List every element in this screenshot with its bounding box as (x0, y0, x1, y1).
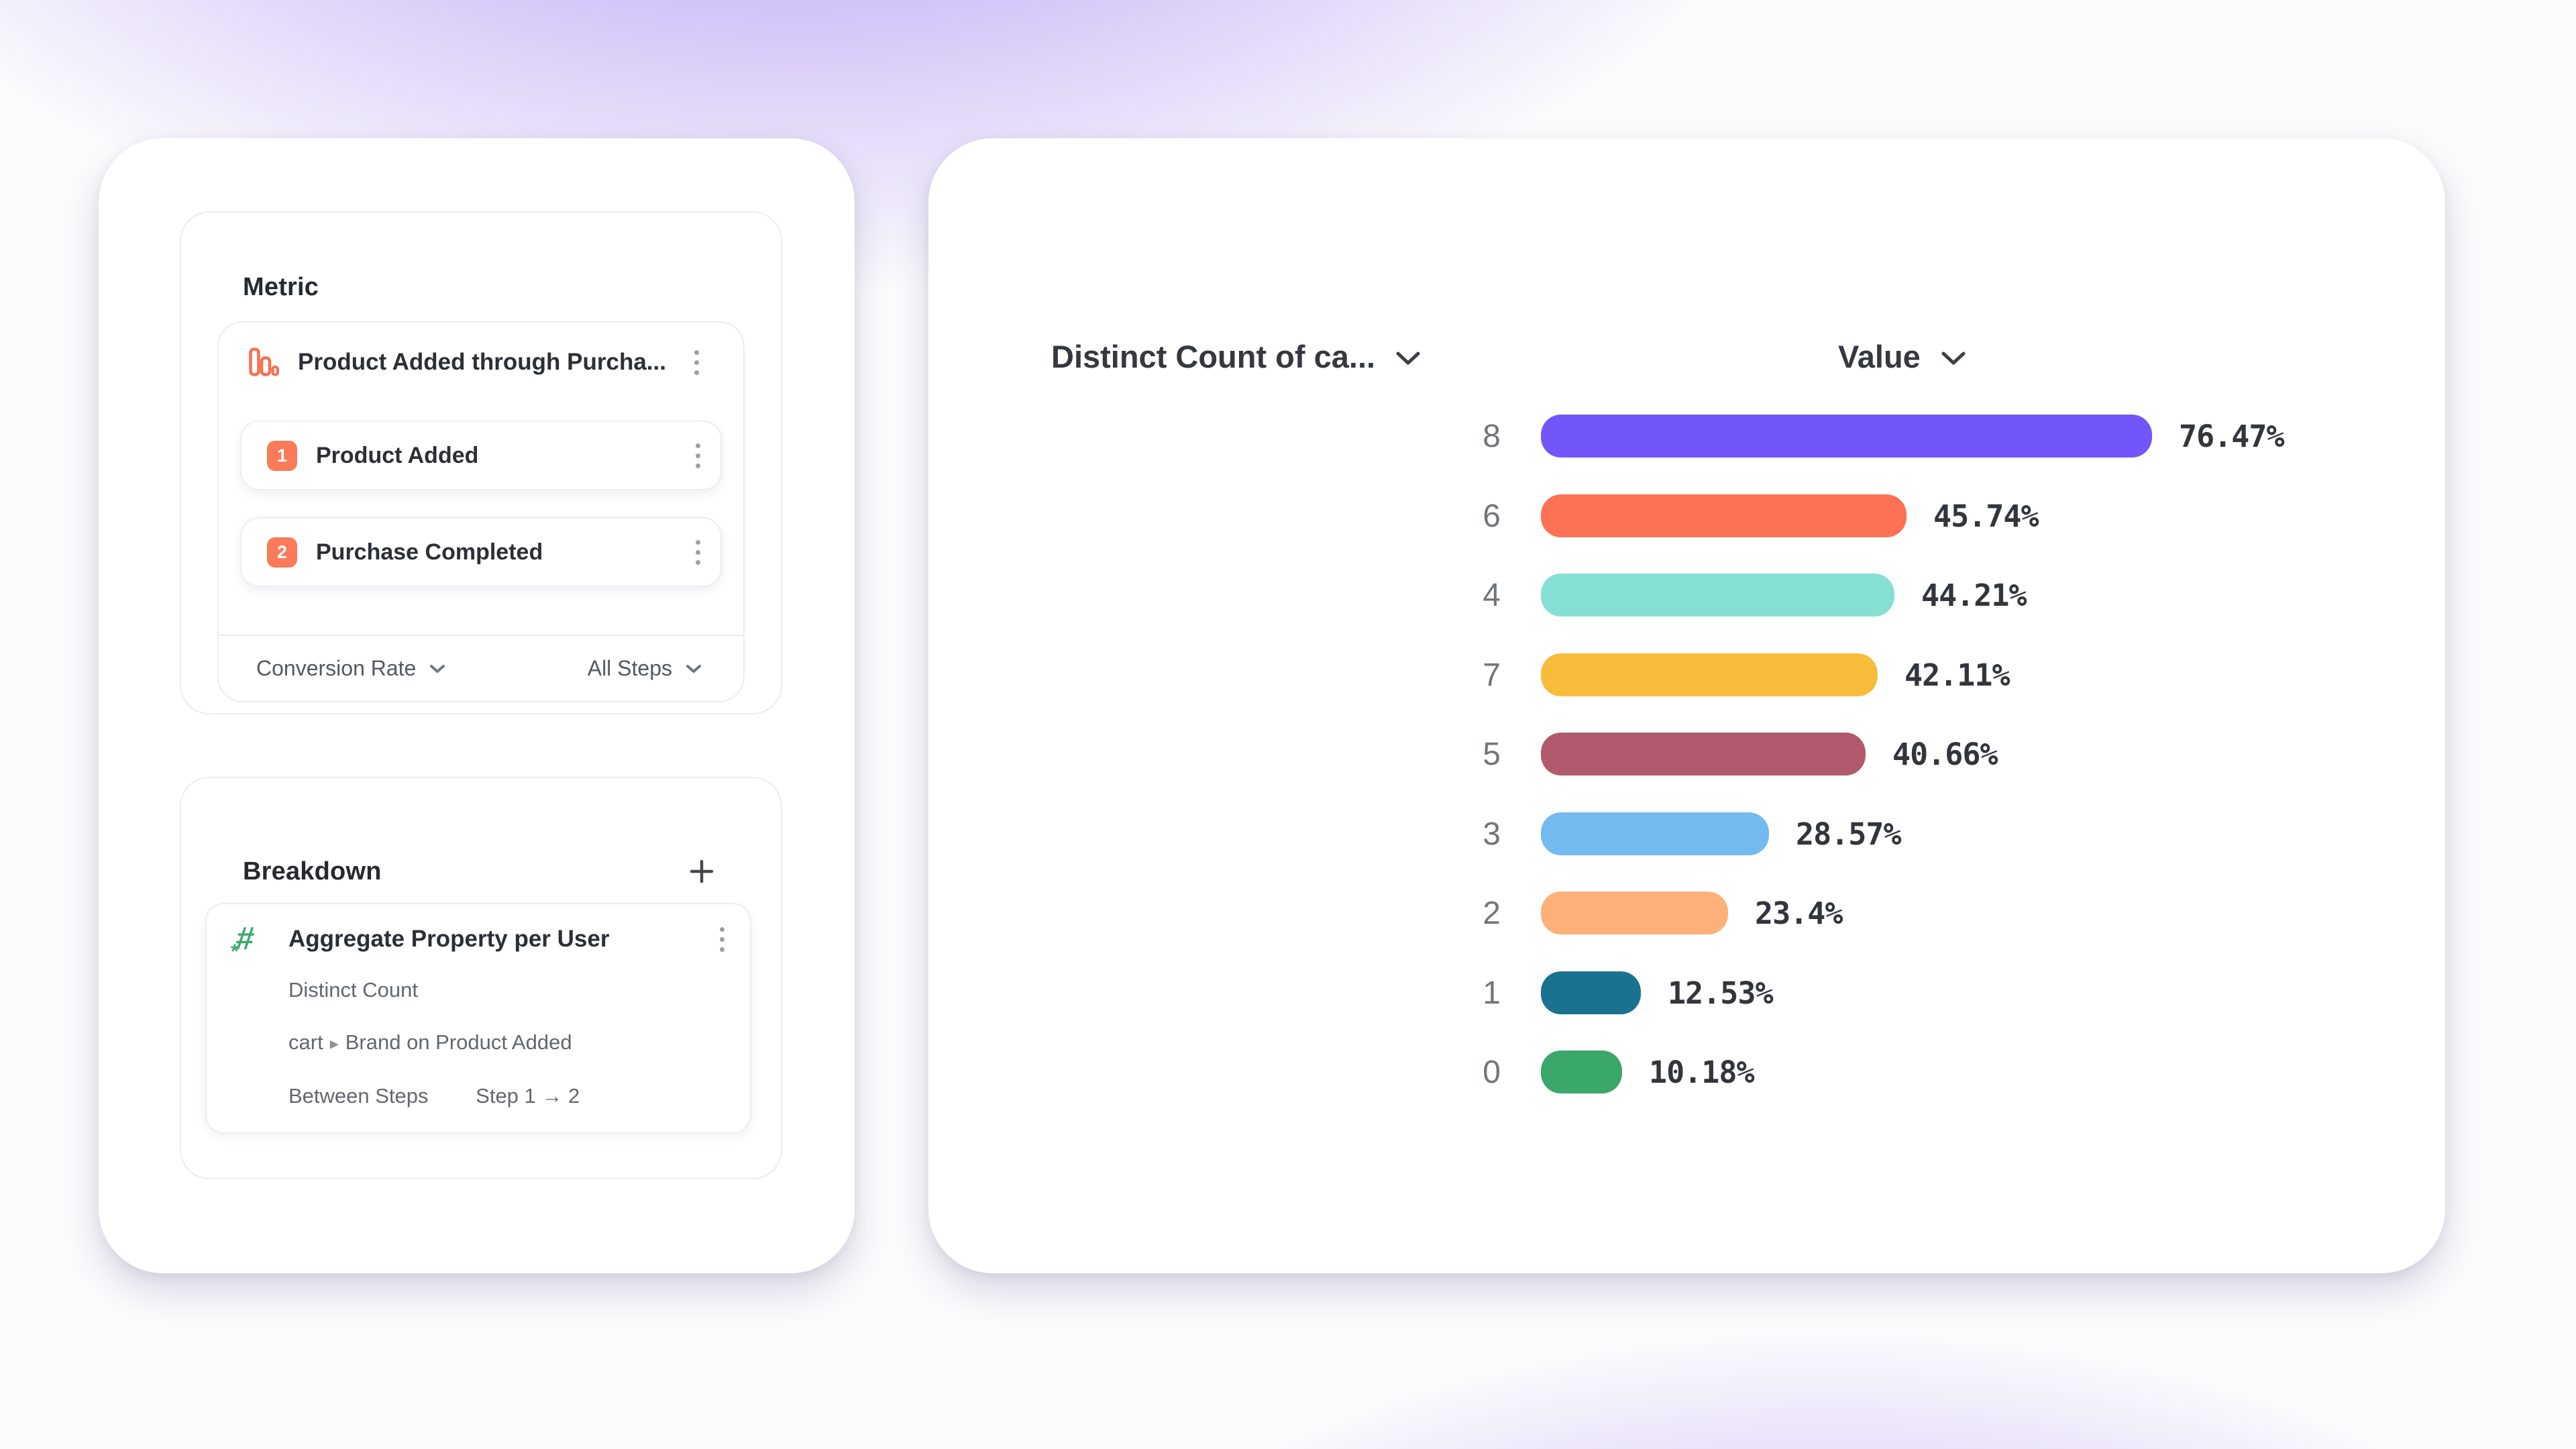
chart-row: 5 40.66% (928, 714, 2445, 794)
chevron-down-icon (430, 664, 445, 673)
category-column-header[interactable]: Distinct Count of ca... (1051, 319, 1422, 393)
value-label: 40.66% (1892, 736, 1998, 772)
bar[interactable] (1541, 971, 1641, 1014)
step-event-name: Product Added (316, 442, 479, 468)
step-number-badge: 2 (267, 537, 297, 568)
bar[interactable] (1541, 892, 1728, 934)
category-label: 4 (1483, 577, 1501, 613)
value-label: 12.53% (1668, 975, 1774, 1011)
kebab-menu-icon[interactable] (689, 345, 704, 380)
breakdown-property-card[interactable]: # * Aggregate Property per User Distinct … (205, 903, 751, 1134)
metric-section-title: Metric (243, 272, 319, 301)
category-label: 3 (1483, 816, 1501, 852)
chart-row: 7 42.11% (928, 635, 2445, 714)
category-label: 2 (1483, 895, 1501, 931)
funnel-footer: Conversion Rate All Steps (219, 635, 743, 701)
breakdown-header: Breakdown (243, 836, 715, 907)
category-column-header-label: Distinct Count of ca... (1051, 338, 1376, 374)
category-label: 1 (1483, 975, 1501, 1011)
value-label: 44.21% (1921, 577, 2027, 613)
metric-section: Metric Product Added through Purcha... 1… (180, 211, 782, 714)
query-builder-card: Metric Product Added through Purcha... 1… (99, 138, 855, 1273)
value-label: 23.4% (1755, 895, 1843, 931)
chart-header: Distinct Count of ca... Value (928, 319, 2445, 393)
chart-card: Distinct Count of ca... Value 8 76.47% 6 45… (928, 138, 2445, 1273)
measure-dropdown[interactable]: Conversion Rate (256, 656, 447, 681)
chart-row: 3 28.57% (928, 794, 2445, 873)
category-label: 7 (1483, 657, 1501, 693)
category-label: 8 (1483, 418, 1501, 454)
value-label: 42.11% (1904, 657, 2010, 693)
breakdown-section-title: Breakdown (243, 857, 382, 885)
chart-row: 4 44.21% (928, 555, 2445, 635)
property-path-prefix: cart (288, 1030, 323, 1054)
chart-row: 0 10.18% (928, 1032, 2445, 1112)
measure-dropdown-label: Conversion Rate (256, 656, 417, 680)
bar[interactable] (1541, 574, 1894, 616)
step-event-name: Purchase Completed (316, 539, 543, 565)
property-path: cart ▸ Brand on Product Added (288, 1030, 730, 1055)
bar[interactable] (1541, 733, 1866, 775)
chevron-down-icon (1941, 352, 1966, 365)
between-steps-label: Between Steps (288, 1084, 429, 1108)
funnel-step-1[interactable]: 1 Product Added (240, 421, 722, 490)
breakdown-section: Breakdown # * Aggregate Property per User… (180, 777, 782, 1179)
step-number-badge: 1 (267, 440, 297, 471)
steps-scope-dropdown-label: All Steps (587, 656, 672, 680)
steps-scope-dropdown[interactable]: All Steps (588, 656, 703, 681)
value-label: 45.74% (1933, 498, 2039, 534)
bar[interactable] (1541, 812, 1769, 855)
between-steps-row: Between Steps Step 1 → 2 (288, 1084, 730, 1108)
funnel-definition-box: Product Added through Purcha... 1 Produc… (217, 321, 745, 702)
category-label: 0 (1483, 1054, 1501, 1090)
chevron-down-icon (686, 664, 701, 673)
bar[interactable] (1541, 1051, 1622, 1093)
kebab-menu-icon[interactable] (714, 922, 730, 957)
kebab-menu-icon[interactable] (690, 535, 706, 570)
triangle-right-icon: ▸ (329, 1033, 339, 1053)
chevron-down-icon (1396, 352, 1420, 365)
bar[interactable] (1541, 494, 1907, 537)
value-label: 76.47% (2179, 418, 2285, 454)
value-column-header-label: Value (1838, 338, 1921, 374)
category-label: 6 (1483, 498, 1501, 534)
kebab-menu-icon[interactable] (690, 438, 706, 474)
chart-row: 8 76.47% (928, 396, 2445, 476)
category-label: 5 (1483, 736, 1501, 772)
bar[interactable] (1541, 653, 1878, 696)
metric-name: Product Added through Purcha... (298, 349, 666, 375)
bar[interactable] (1541, 415, 2152, 458)
metric-row[interactable]: Product Added through Purcha... (219, 323, 743, 398)
breakdown-property-title: Aggregate Property per User (288, 926, 610, 952)
numeric-property-icon: # * (231, 921, 257, 963)
breakdown-property-header: # * Aggregate Property per User (231, 921, 730, 963)
aggregation-type: Distinct Count (288, 978, 418, 1002)
funnel-bar-chart-icon (249, 347, 279, 376)
value-column-header[interactable]: Value (1838, 319, 1968, 393)
chart-row: 1 12.53% (928, 953, 2445, 1032)
between-steps-value: Step 1 → 2 (476, 1084, 580, 1108)
value-label: 10.18% (1649, 1054, 1755, 1090)
chart-row: 6 45.74% (928, 476, 2445, 555)
value-label: 28.57% (1796, 816, 1902, 852)
chart-row: 2 23.4% (928, 873, 2445, 953)
plus-icon[interactable] (688, 858, 715, 885)
funnel-step-2[interactable]: 2 Purchase Completed (240, 517, 722, 587)
property-path-suffix: Brand on Product Added (345, 1030, 572, 1054)
